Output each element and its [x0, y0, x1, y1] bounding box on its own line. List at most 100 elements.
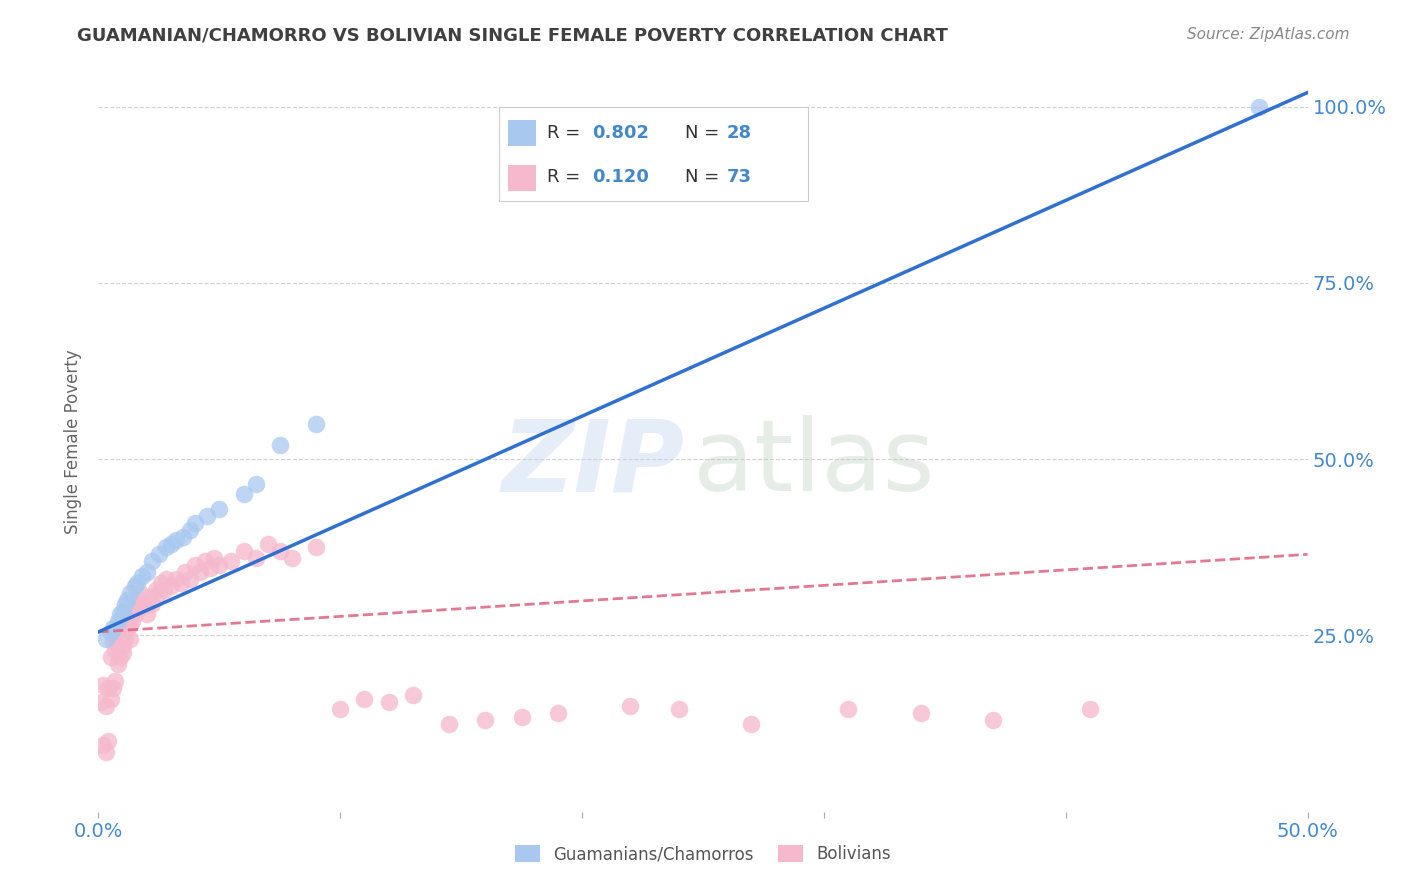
Point	[100, 649, 122, 664]
Point	[245, 476, 267, 491]
Point	[101, 621, 124, 635]
Point	[329, 702, 352, 716]
Point	[107, 615, 129, 629]
Point	[127, 575, 149, 590]
Point	[194, 554, 217, 568]
Point	[155, 541, 177, 555]
Point	[91, 678, 114, 692]
Point	[114, 597, 136, 611]
Point	[172, 530, 194, 544]
Point	[165, 533, 187, 548]
Point	[134, 597, 156, 611]
Point	[179, 523, 201, 537]
Text: 0.120: 0.120	[592, 168, 648, 186]
Text: ZIP: ZIP	[502, 416, 685, 512]
Point	[131, 568, 153, 582]
Point	[232, 487, 254, 501]
Point	[165, 572, 187, 586]
Point	[837, 702, 859, 716]
Point	[910, 706, 932, 720]
Point	[150, 575, 173, 590]
Text: 28: 28	[727, 124, 752, 142]
Text: R =: R =	[547, 124, 586, 142]
Point	[117, 593, 139, 607]
Point	[121, 615, 143, 629]
Point	[108, 607, 131, 622]
Point	[232, 544, 254, 558]
Point	[198, 561, 221, 575]
Point	[188, 565, 211, 579]
FancyBboxPatch shape	[509, 165, 536, 191]
Point	[127, 600, 149, 615]
Point	[94, 632, 117, 646]
Point	[184, 516, 207, 530]
Point	[402, 689, 425, 703]
Point	[245, 550, 267, 565]
Point	[281, 550, 304, 565]
Point	[100, 692, 122, 706]
Point	[619, 698, 641, 713]
Text: 0.802: 0.802	[592, 124, 650, 142]
Point	[111, 604, 134, 618]
Point	[111, 628, 134, 642]
Point	[740, 716, 762, 731]
Point	[104, 674, 127, 689]
Point	[510, 709, 533, 723]
Point	[138, 590, 160, 604]
Point	[160, 579, 183, 593]
Point	[101, 681, 124, 696]
Point	[174, 565, 197, 579]
Point	[668, 702, 690, 716]
Point	[981, 713, 1004, 727]
Point	[128, 586, 150, 600]
Point	[353, 692, 375, 706]
Point	[118, 632, 141, 646]
Point	[114, 632, 136, 646]
Point	[104, 642, 127, 657]
Point	[305, 417, 328, 431]
Point	[94, 745, 117, 759]
Text: R =: R =	[547, 168, 586, 186]
Point	[101, 635, 124, 649]
Point	[269, 438, 291, 452]
Point	[269, 544, 291, 558]
Point	[148, 586, 170, 600]
Legend: Guamanians/Chamorros, Bolivians: Guamanians/Chamorros, Bolivians	[508, 838, 898, 870]
Point	[208, 501, 231, 516]
Point	[547, 706, 569, 720]
Point	[256, 537, 278, 551]
Point	[169, 575, 191, 590]
Point	[91, 738, 114, 752]
Point	[195, 508, 218, 523]
Point	[221, 554, 243, 568]
Point	[111, 639, 134, 653]
Point	[1078, 702, 1101, 716]
Point	[377, 695, 399, 709]
Point	[135, 607, 157, 622]
Text: GUAMANIAN/CHAMORRO VS BOLIVIAN SINGLE FEMALE POVERTY CORRELATION CHART: GUAMANIAN/CHAMORRO VS BOLIVIAN SINGLE FE…	[77, 27, 948, 45]
Point	[118, 586, 141, 600]
Point	[148, 547, 170, 561]
Point	[131, 600, 153, 615]
Point	[474, 713, 496, 727]
Point	[97, 734, 120, 748]
Point	[124, 607, 146, 622]
Point	[117, 615, 139, 629]
Point	[90, 695, 112, 709]
Point	[111, 646, 134, 660]
Point	[204, 550, 226, 565]
Point	[184, 558, 207, 572]
Point	[152, 582, 174, 597]
FancyBboxPatch shape	[509, 120, 536, 146]
Point	[124, 579, 146, 593]
Point	[179, 572, 201, 586]
Text: Source: ZipAtlas.com: Source: ZipAtlas.com	[1187, 27, 1350, 42]
Point	[305, 541, 328, 555]
Text: N =: N =	[685, 124, 724, 142]
Point	[118, 618, 141, 632]
Text: atlas: atlas	[693, 416, 935, 512]
Point	[107, 635, 129, 649]
Point	[141, 597, 163, 611]
Y-axis label: Single Female Poverty: Single Female Poverty	[65, 350, 83, 533]
Point	[97, 681, 120, 696]
